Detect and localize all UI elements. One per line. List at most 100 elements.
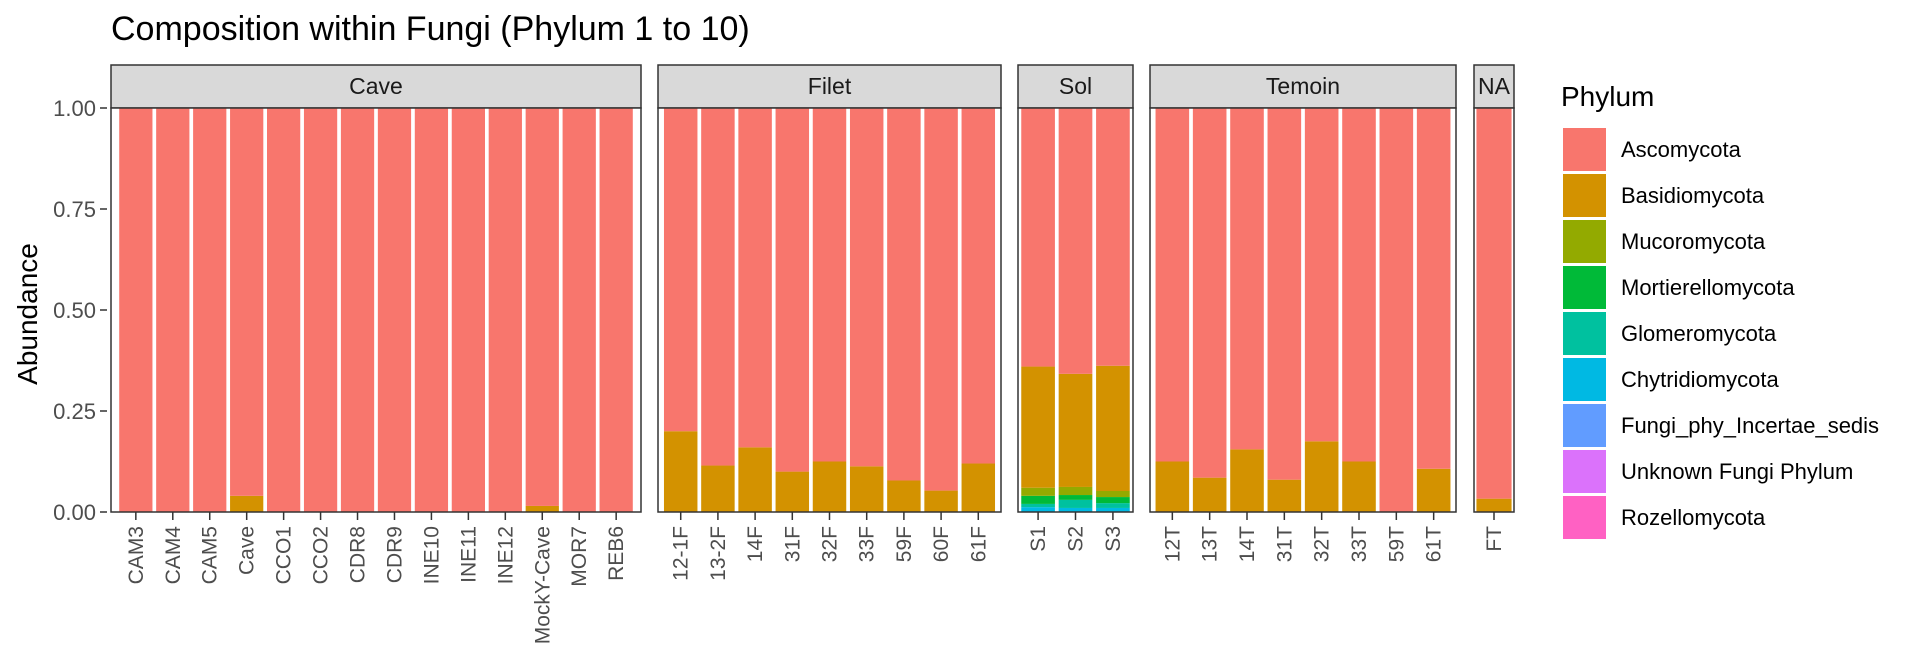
y-tick-label: 0.75 xyxy=(53,197,96,222)
y-tick-label: 0.50 xyxy=(53,298,96,323)
bar-cdr8 xyxy=(340,108,375,512)
x-tick-label: 12-1F xyxy=(670,526,693,581)
bar-segment-basidiomycota xyxy=(812,461,847,512)
facet-strip-label: Cave xyxy=(349,73,403,99)
x-tick-label: 59F xyxy=(893,526,916,562)
bar-segment-basidiomycota xyxy=(525,505,559,512)
facet-cave: Cave CAM3 CAM4 CAM5 Cave CCO1 CCO2 CDR8 CDR9 INE1… xyxy=(110,64,642,644)
legend-item-mucoromycota: Mucoromycota xyxy=(1563,220,1766,263)
bar-segment-ascomycota xyxy=(1230,108,1264,450)
x-tick-label: 31F xyxy=(781,526,804,562)
y-tick-label: 0.00 xyxy=(53,500,96,525)
bar-mocky-cave xyxy=(525,108,559,512)
legend-label: Mucoromycota xyxy=(1621,229,1766,254)
x-tick-label: S1 xyxy=(1027,526,1050,552)
bar-12-1f xyxy=(663,108,698,512)
legend-item-glomeromycota: Glomeromycota xyxy=(1563,312,1777,355)
x-tick-label: 61T xyxy=(1423,526,1446,562)
bar-cco1 xyxy=(267,108,301,512)
facet-panels: Cave CAM3 CAM4 CAM5 Cave CCO1 CCO2 CDR8 CDR9 INE1… xyxy=(110,64,1515,644)
bar-segment-ascomycota xyxy=(488,108,522,512)
bar-segment-basidiomycota xyxy=(663,431,698,512)
bar-segment-ascomycota xyxy=(1058,108,1093,374)
x-tick-label: CCO1 xyxy=(273,526,296,584)
bar-segment-ascomycota xyxy=(1096,108,1130,366)
legend-label: Fungi_phy_Incertae_sedis xyxy=(1621,413,1879,438)
bar-segment-mucoromycota xyxy=(1096,490,1130,498)
legend-label: Ascomycota xyxy=(1621,137,1742,162)
bar-segment-basidiomycota xyxy=(1267,479,1302,512)
bar-segment-basidiomycota xyxy=(924,490,958,512)
bar-segment-ascomycota xyxy=(451,108,485,512)
bar-segment-chytridiomycota xyxy=(1096,507,1130,512)
bar-segment-ascomycota xyxy=(701,108,735,466)
bar-13-2f xyxy=(701,108,735,512)
panel-border xyxy=(1149,107,1457,513)
legend-key xyxy=(1563,174,1606,217)
bar-cam3 xyxy=(119,108,153,512)
x-tick-label: 32T xyxy=(1311,526,1334,562)
x-tick-label: S2 xyxy=(1065,526,1088,552)
bar-segment-ascomycota xyxy=(1379,108,1414,512)
bar-segment-glomeromycota xyxy=(1058,499,1093,508)
x-tick-label: CAM5 xyxy=(199,526,222,584)
panel-border xyxy=(110,107,642,513)
panel-border xyxy=(1017,107,1134,513)
legend-item-rozellomycota: Rozellomycota xyxy=(1563,496,1766,539)
bar-32f xyxy=(812,108,847,512)
facet-sol: Sol S1 S2 S3 xyxy=(1017,64,1134,552)
bar-33t xyxy=(1342,108,1376,512)
bar-60f xyxy=(924,108,958,512)
bar-segment-ascomycota xyxy=(812,108,847,462)
x-tick-label: FT xyxy=(1483,526,1506,552)
bar-segment-ascomycota xyxy=(887,108,921,481)
facet-strip-label: Sol xyxy=(1059,73,1092,99)
bar-ine12 xyxy=(488,108,522,512)
bar-segment-ascomycota xyxy=(525,108,559,506)
bar-segment-ascomycota xyxy=(156,108,190,512)
bar-59t xyxy=(1379,108,1414,512)
bar-segment-basidiomycota xyxy=(230,495,264,512)
x-tick-label: INE11 xyxy=(457,526,480,583)
legend-label: Mortierellomycota xyxy=(1621,275,1795,300)
bar-segment-ascomycota xyxy=(775,108,810,472)
bar-segment-ascomycota xyxy=(377,108,412,512)
bar-segment-ascomycota xyxy=(1476,108,1512,499)
bar-segment-ascomycota xyxy=(193,108,227,512)
legend-item-fungi-phy-incertae-sedis: Fungi_phy_Incertae_sedis xyxy=(1563,404,1879,447)
bar-segment-basidiomycota xyxy=(1058,373,1093,487)
bar-segment-ascomycota xyxy=(738,108,772,448)
x-tick-label: CAM3 xyxy=(125,526,148,584)
bar-14t xyxy=(1230,108,1264,512)
bar-33f xyxy=(849,108,884,512)
bar-segment-ascomycota xyxy=(340,108,375,512)
bar-13t xyxy=(1192,108,1227,512)
facet-temoin: Temoin 12T 13T 14T 31T 32T 33T 59T 61T xyxy=(1149,64,1457,562)
panel-border xyxy=(1473,107,1515,513)
x-tick-label: 13T xyxy=(1199,526,1222,562)
bar-segment-basidiomycota xyxy=(1230,449,1264,512)
legend-key xyxy=(1563,404,1606,447)
bar-segment-ascomycota xyxy=(267,108,301,512)
bar-segment-ascomycota xyxy=(849,108,884,467)
bar-s2 xyxy=(1058,108,1093,512)
x-tick-label: S3 xyxy=(1102,526,1125,552)
x-tick-label: INE10 xyxy=(420,526,443,584)
bar-segment-chytridiomycota xyxy=(1058,507,1093,512)
legend-label: Basidiomycota xyxy=(1621,183,1765,208)
bar-segment-ascomycota xyxy=(663,108,698,432)
y-axis: 0.00 0.25 0.50 0.75 1.00 xyxy=(53,96,107,525)
bar-ine10 xyxy=(414,108,449,512)
bar-segment-basidiomycota xyxy=(887,480,921,512)
bar-segment-ascomycota xyxy=(303,108,338,512)
legend-key xyxy=(1563,220,1606,263)
x-tick-label: 60F xyxy=(930,526,953,562)
legend-title: Phylum xyxy=(1561,81,1654,112)
bar-cam5 xyxy=(193,108,227,512)
facet-strip-label: Temoin xyxy=(1266,73,1340,99)
bar-segment-basidiomycota xyxy=(849,466,884,512)
facet-na: NA FT xyxy=(1473,64,1515,552)
x-tick-label: CDR8 xyxy=(347,526,370,583)
